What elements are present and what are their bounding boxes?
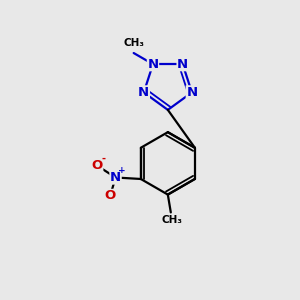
Text: N: N — [186, 86, 197, 99]
Text: O: O — [92, 159, 103, 172]
Text: N: N — [177, 58, 188, 71]
Text: +: + — [118, 167, 126, 176]
Text: N: N — [110, 171, 121, 184]
Text: -: - — [102, 154, 106, 164]
Text: CH₃: CH₃ — [123, 38, 144, 48]
Text: O: O — [105, 189, 116, 203]
Text: N: N — [147, 58, 158, 71]
Text: CH₃: CH₃ — [162, 215, 183, 225]
Text: N: N — [138, 86, 149, 99]
